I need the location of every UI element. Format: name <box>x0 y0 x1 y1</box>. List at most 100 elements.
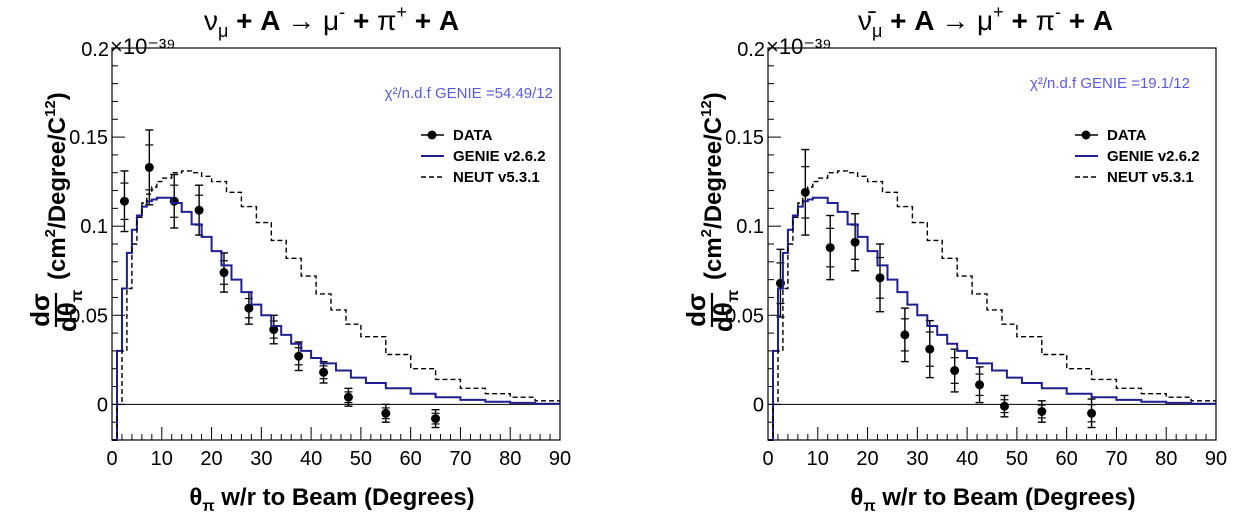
x-tick-label: 50 <box>1006 448 1028 470</box>
x-tick-label: 0 <box>762 448 773 470</box>
data-marker <box>900 330 910 340</box>
data-marker <box>1087 408 1097 418</box>
x-tick-label: 90 <box>1205 448 1227 470</box>
y-axis-title: dσ dθπ (cm2/Degree/C12) <box>25 92 86 332</box>
y-top-tick-label: 0.2 <box>81 39 109 61</box>
ylabel-units: (cm2/Degree/C12) <box>42 92 71 280</box>
y-tick-label: 0.05 <box>725 305 764 327</box>
data-marker <box>950 366 960 376</box>
data-point <box>999 394 1009 418</box>
x-tick-label: 50 <box>350 448 372 470</box>
y-tick-label: 0 <box>97 394 108 416</box>
x-tick-label: 20 <box>200 448 222 470</box>
x-tick-label: 70 <box>449 448 471 470</box>
x-tick-label: 60 <box>400 448 422 470</box>
exponent-label: ×10⁻³⁹ <box>766 34 832 59</box>
legend-data-marker <box>427 130 437 140</box>
data-point <box>319 360 329 384</box>
x-tick-label: 30 <box>906 448 928 470</box>
genie-curve <box>768 196 1216 441</box>
data-marker <box>925 344 935 354</box>
ylabel-numerator: dσ <box>25 293 55 327</box>
chart-title: νμ + A → μ- + π+ + A <box>204 2 459 41</box>
legend-genie-label: GENIE v2.6.2 <box>1107 148 1200 165</box>
data-point <box>194 184 204 236</box>
data-point <box>119 170 129 233</box>
x-tick-label: 60 <box>1056 448 1078 470</box>
data-point <box>875 243 885 313</box>
y-tick-label: 0.1 <box>80 216 108 238</box>
data-point <box>381 403 391 423</box>
genie-curve <box>112 196 560 441</box>
x-tick-label: 70 <box>1105 448 1127 470</box>
data-point <box>825 214 835 281</box>
data-point <box>800 148 810 236</box>
data-point <box>294 341 304 372</box>
x-tick-label: 10 <box>151 448 173 470</box>
data-marker <box>975 380 985 390</box>
data-point <box>431 409 441 429</box>
data-marker <box>269 325 279 335</box>
y-top-tick-label: 0.2 <box>737 39 765 61</box>
y-tick-label: 0.15 <box>725 127 764 149</box>
y-tick-label: 0.1 <box>736 216 764 238</box>
data-point <box>1037 400 1047 423</box>
data-marker <box>194 205 204 215</box>
y-axis-title: dσ dθπ (cm2/Degree/C12) <box>681 92 742 332</box>
data-marker <box>999 401 1009 411</box>
x-tick-label: 10 <box>807 448 829 470</box>
x-axis-title: θπ w/r to Beam (Degrees) <box>189 484 474 515</box>
data-marker <box>381 408 391 418</box>
legend: DATA GENIE v2.6.2 NEUT v5.3.1 <box>1075 127 1200 186</box>
legend-data-label: DATA <box>453 127 493 144</box>
neut-curve <box>112 170 560 441</box>
x-tick-label: 40 <box>300 448 322 470</box>
x-tick-label: 40 <box>956 448 978 470</box>
legend-neut-label: NEUT v5.3.1 <box>453 169 540 186</box>
legend: DATA GENIE v2.6.2 NEUT v5.3.1 <box>421 127 546 186</box>
data-point <box>144 129 154 206</box>
chart-title: ν̄μ + A → μ+ + π- + A <box>858 2 1113 41</box>
data-marker <box>294 351 304 361</box>
data-point <box>850 213 860 272</box>
y-tick-label: 0.15 <box>69 127 108 149</box>
y-tick-label: 0 <box>753 394 764 416</box>
data-point <box>343 387 353 407</box>
panel-right: 0.2 ×10⁻³⁹ ν̄μ + A → μ+ + π- + A χ²/n.d.… <box>681 2 1227 515</box>
x-tick-labels: 0 10 20 30 40 50 60 70 80 90 <box>762 448 1227 470</box>
x-tick-label: 30 <box>250 448 272 470</box>
legend-neut-label: NEUT v5.3.1 <box>1107 169 1194 186</box>
data-marker <box>319 367 329 377</box>
chi2-annotation: χ²/n.d.f GENIE =19.1/12 <box>1030 75 1190 92</box>
y-tick-labels: 0 0.05 0.1 0.15 <box>69 127 108 416</box>
data-marker <box>431 414 441 424</box>
chi2-annotation: χ²/n.d.f GENIE =54.49/12 <box>385 85 553 102</box>
legend-genie-label: GENIE v2.6.2 <box>453 148 546 165</box>
data-point <box>219 252 229 293</box>
data-marker <box>119 196 129 206</box>
y-tick-label: 0.05 <box>69 305 108 327</box>
data-point <box>1087 398 1097 429</box>
plot-area <box>111 47 561 441</box>
exponent-label: ×10⁻³⁹ <box>110 34 176 59</box>
neut-curve <box>768 170 1216 441</box>
x-tick-label: 0 <box>106 448 117 470</box>
plot-frame <box>111 47 561 441</box>
data-marker <box>850 237 860 247</box>
x-tick-label: 20 <box>856 448 878 470</box>
x-tick-label: 80 <box>499 448 521 470</box>
x-axis-title: θπ w/r to Beam (Degrees) <box>850 484 1135 515</box>
legend-data-label: DATA <box>1107 127 1147 144</box>
data-marker <box>244 303 254 313</box>
data-marker <box>219 268 229 278</box>
data-point <box>975 366 985 404</box>
y-tick-labels: 0 0.05 0.1 0.15 <box>725 127 764 416</box>
data-point <box>900 307 910 363</box>
data-marker <box>825 243 835 253</box>
data-marker <box>144 162 154 172</box>
plot-frame <box>767 47 1217 441</box>
panel-left: 0.2 ×10⁻³⁹ νμ + A → μ- + π+ + A χ²/n.d.f… <box>25 2 571 515</box>
data-marker <box>875 273 885 283</box>
plot-area <box>767 47 1217 441</box>
